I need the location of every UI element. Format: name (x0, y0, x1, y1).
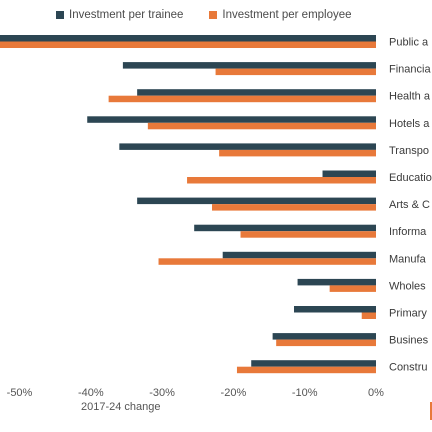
legend-label-employee: Investment per employee (222, 9, 352, 21)
category-label: Educatio (389, 172, 432, 184)
category-label: Wholes (389, 280, 426, 292)
bar-employee-4 (219, 149, 376, 157)
bar-employee-8 (158, 258, 376, 265)
bar-employee-5 (187, 177, 376, 184)
bar-employee-1 (215, 68, 376, 76)
category-label: Busines (389, 335, 429, 347)
bar-employee-6 (212, 204, 376, 211)
category-label: Informa (389, 226, 427, 238)
category-label: Transpo (389, 145, 429, 157)
bar-trainee-4 (119, 143, 376, 150)
legend-label-trainee: Investment per trainee (69, 9, 184, 21)
legend-swatch-employee (209, 11, 218, 19)
x-tick-label: -30% (149, 387, 175, 399)
bar-trainee-2 (137, 89, 376, 96)
bar-employee-0 (0, 41, 376, 48)
bar-employee-11 (276, 339, 376, 347)
legend-item-employee: Investment per employee (209, 9, 352, 21)
bar-employee-3 (147, 122, 376, 130)
x-tick-label: -10% (292, 387, 318, 399)
bar-trainee-10 (294, 306, 376, 313)
category-label: Health a (389, 91, 431, 103)
legend-item-trainee: Investment per trainee (56, 9, 183, 21)
category-label: Primary (389, 308, 427, 320)
x-axis-label: 2017-24 change (81, 401, 161, 413)
bar-trainee-5 (322, 170, 376, 177)
bar-trainee-9 (297, 278, 376, 286)
bar-employee-12 (236, 366, 376, 374)
bar-employee-10 (361, 312, 376, 319)
category-label: Manufa (389, 253, 427, 265)
legend: Investment per trainee Investment per em… (56, 9, 352, 21)
category-label: Public a (389, 37, 429, 49)
bar-trainee-7 (194, 224, 376, 232)
x-tick-label: -50% (7, 387, 33, 399)
category-label: Constru (389, 362, 428, 374)
bar-employee-7 (240, 231, 376, 238)
bar-trainee-3 (87, 116, 377, 123)
legend-swatch-trainee (56, 11, 64, 19)
bar-trainee-12 (251, 360, 376, 367)
partial-orange-mark (430, 402, 432, 420)
bar-employee-9 (329, 285, 376, 292)
bar-trainee-0 (0, 35, 376, 42)
x-tick-label: 0% (368, 387, 384, 399)
category-label: Hotels a (389, 118, 430, 130)
bar-trainee-8 (222, 251, 376, 259)
x-tick-label: -20% (221, 387, 247, 399)
x-tick-label: -40% (78, 387, 104, 399)
bar-trainee-6 (137, 197, 376, 205)
bar-trainee-11 (272, 333, 376, 340)
category-label: Financia (389, 64, 431, 76)
bar-trainee-1 (122, 62, 376, 69)
bar-employee-2 (108, 95, 376, 103)
category-label: Arts & C (389, 199, 430, 211)
